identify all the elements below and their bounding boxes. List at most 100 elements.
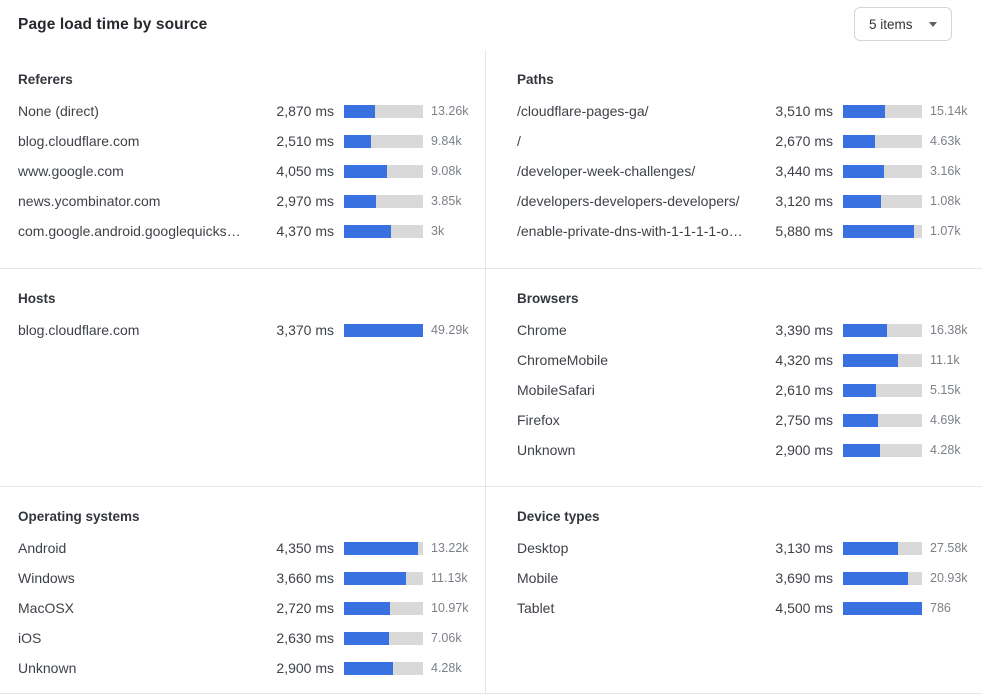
metric-row[interactable]: /developers-developers-developers/3,120 …: [517, 186, 978, 216]
metric-row[interactable]: Tablet 4,500 ms 786: [517, 593, 978, 623]
row-label: /developers-developers-developers/: [517, 193, 740, 209]
section-title: Device types: [517, 509, 600, 524]
section-rows: None (direct) 2,870 ms 13.26k blog.cloudfla…: [18, 96, 479, 246]
row-bar-track: [843, 443, 922, 457]
row-label: iOS: [18, 630, 42, 646]
row-bar-fill: [344, 571, 406, 585]
row-visit-count: 20.93k: [930, 571, 968, 585]
row-visit-count: 7.06k: [431, 631, 462, 645]
metric-row[interactable]: Android 4,350 ms 13.22k: [18, 533, 479, 563]
row-label: Desktop: [517, 540, 569, 556]
section-title: Referers: [18, 72, 73, 87]
items-count-dropdown[interactable]: 5 items: [854, 7, 952, 41]
row-bar-fill: [344, 601, 391, 615]
row-visit-count: 11.1k: [930, 353, 960, 367]
row-label: com.google.android.googlequicksearc…: [18, 223, 248, 239]
section-title: Paths: [517, 72, 554, 87]
row-bar-fill: [344, 224, 391, 238]
metric-row[interactable]: news.ycombinator.com 2,970 ms 3.85k: [18, 186, 479, 216]
metric-row[interactable]: iOS 2,630 ms 7.06k: [18, 623, 479, 653]
metric-row[interactable]: www.google.com 4,050 ms 9.08k: [18, 156, 479, 186]
row-load-time: 4,370 ms: [276, 223, 334, 239]
row-visit-count: 16.38k: [930, 323, 968, 337]
row-visit-count: 11.13k: [431, 571, 468, 585]
metric-row[interactable]: Chrome 3,390 ms 16.38k: [517, 315, 978, 345]
row-label: /enable-private-dns-with-1-1-1-1-on-…: [517, 223, 747, 239]
metric-row[interactable]: /cloudflare-pages-ga/3,510 ms 15.14k: [517, 96, 978, 126]
row-bar-track: [344, 571, 423, 585]
row-load-time: 2,630 ms: [276, 630, 334, 646]
row-visit-count: 3k: [431, 224, 445, 238]
row-label: Unknown: [18, 660, 77, 676]
row-load-time: 2,750 ms: [775, 412, 833, 428]
row-visit-count: 3.16k: [930, 164, 961, 178]
row-load-time: 4,500 ms: [775, 600, 833, 616]
row-bar-track: [344, 631, 423, 645]
section-title: Operating systems: [18, 509, 140, 524]
section-hosts: Hosts blog.cloudflare.com 3,370 ms 49.29k: [0, 268, 486, 486]
row-bar-fill: [843, 541, 898, 555]
row-bar-fill: [843, 134, 876, 148]
row-load-time: 5,880 ms: [775, 223, 833, 239]
row-bar-fill: [843, 323, 887, 337]
row-load-time: 2,510 ms: [276, 133, 334, 149]
row-label: blog.cloudflare.com: [18, 133, 140, 149]
row-load-time: 3,440 ms: [775, 163, 833, 179]
row-label: Mobile: [517, 570, 559, 586]
row-bar-track: [843, 164, 922, 178]
metric-row[interactable]: blog.cloudflare.com 3,370 ms 49.29k: [18, 315, 479, 345]
row-bar-track: [344, 601, 423, 615]
row-bar-track: [344, 224, 423, 238]
row-bar-track: [843, 413, 922, 427]
row-visit-count: 49.29k: [431, 323, 469, 337]
row-bar-fill: [344, 164, 388, 178]
row-label: MobileSafari: [517, 382, 595, 398]
row-load-time: 3,120 ms: [775, 193, 833, 209]
row-label: Android: [18, 540, 67, 556]
metric-row[interactable]: Windows 3,660 ms 11.13k: [18, 563, 479, 593]
row-load-time: 2,900 ms: [276, 660, 334, 676]
row-bar-fill: [344, 104, 375, 118]
metric-row[interactable]: Unknown 2,900 ms 4.28k: [517, 435, 978, 465]
row-visit-count: 15.14k: [930, 104, 968, 118]
row-visit-count: 3.85k: [431, 194, 462, 208]
section-rows: Desktop 3,130 ms 27.58k Mobile 3,690 ms 20.93…: [517, 533, 978, 623]
row-label: Firefox: [517, 412, 560, 428]
row-load-time: 4,320 ms: [775, 352, 833, 368]
row-bar-fill: [843, 104, 886, 118]
widget-header: Page load time by source 5 items: [0, 0, 982, 50]
row-bar-track: [344, 134, 423, 148]
section-device-types: Device types Desktop 3,130 ms 27.58k Mobile…: [486, 486, 982, 693]
row-bar-fill: [843, 224, 914, 238]
row-bar-track: [843, 353, 922, 367]
metric-row[interactable]: Unknown 2,900 ms 4.28k: [18, 653, 479, 683]
row-visit-count: 1.08k: [930, 194, 961, 208]
metric-row[interactable]: blog.cloudflare.com 2,510 ms 9.84k: [18, 126, 479, 156]
metric-row[interactable]: / 2,670 ms 4.63k: [517, 126, 978, 156]
metric-row[interactable]: MobileSafari 2,610 ms 5.15k: [517, 375, 978, 405]
metric-row[interactable]: Firefox 2,750 ms 4.69k: [517, 405, 978, 435]
row-load-time: 3,660 ms: [276, 570, 334, 586]
metric-row[interactable]: com.google.android.googlequicksearc… 4,37…: [18, 216, 479, 246]
metric-row[interactable]: MacOSX 2,720 ms 10.97k: [18, 593, 479, 623]
metric-row[interactable]: Mobile 3,690 ms 20.93k: [517, 563, 978, 593]
row-label: /: [517, 133, 521, 149]
row-visit-count: 9.08k: [431, 164, 462, 178]
row-bar-fill: [344, 631, 389, 645]
metric-row[interactable]: Desktop 3,130 ms 27.58k: [517, 533, 978, 563]
row-bar-fill: [843, 571, 908, 585]
row-load-time: 2,670 ms: [775, 133, 833, 149]
row-bar-track: [843, 383, 922, 397]
section-referers: Referers None (direct) 2,870 ms 13.26k blog…: [0, 50, 486, 268]
row-bar-fill: [344, 323, 423, 337]
row-visit-count: 27.58k: [930, 541, 968, 555]
row-bar-track: [843, 104, 922, 118]
row-bar-track: [344, 323, 423, 337]
metric-row[interactable]: None (direct) 2,870 ms 13.26k: [18, 96, 479, 126]
row-label: www.google.com: [18, 163, 124, 179]
metric-row[interactable]: /developer-week-challenges/3,440 ms 3.16k: [517, 156, 978, 186]
row-bar-fill: [843, 601, 922, 615]
metric-row[interactable]: ChromeMobile 4,320 ms 11.1k: [517, 345, 978, 375]
chevron-down-icon: [928, 21, 937, 27]
metric-row[interactable]: /enable-private-dns-with-1-1-1-1-on-… 5,8…: [517, 216, 978, 246]
